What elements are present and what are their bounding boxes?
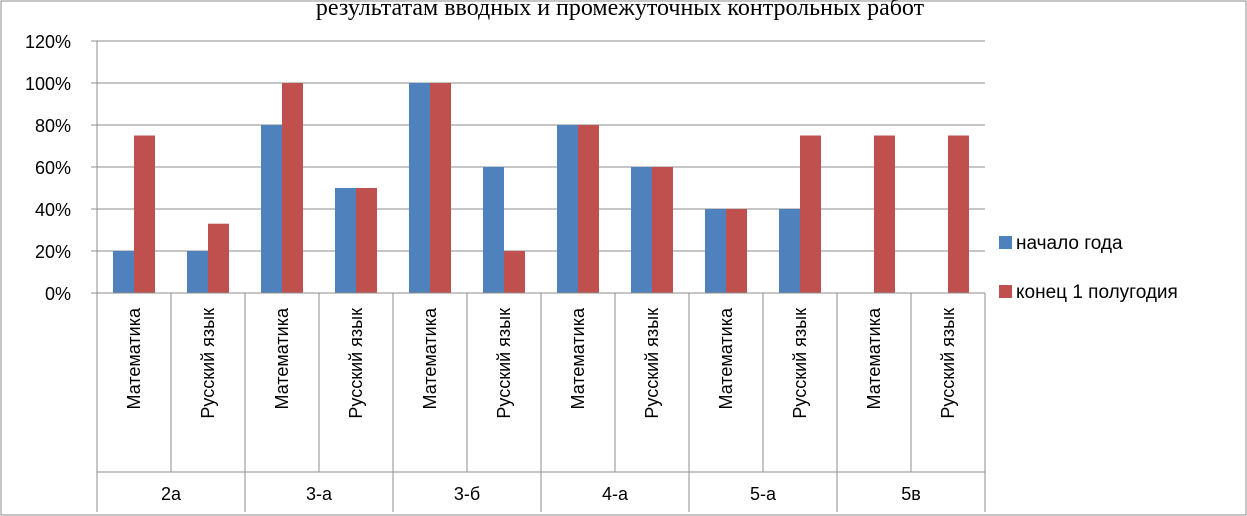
x-category-label: Русский язык [642,308,662,419]
bar-series-2 [726,209,747,293]
legend-swatch [999,285,1012,298]
x-category-label: Математика [864,307,884,409]
legend-label: начало года [1016,233,1123,254]
y-tick-label: 100% [25,74,71,94]
bar-series-1 [483,167,504,293]
x-category-label: Математика [568,307,588,409]
bar-series-2 [800,135,821,293]
grid-layer [97,40,985,294]
bar-series-1 [409,83,430,293]
x-group-label: 3-а [306,484,333,504]
x-group-label: 4-а [602,484,629,504]
x-category-label: Математика [420,307,440,409]
x-category-label: Русский язык [198,308,218,419]
legend-label: конец 1 полугодия [1016,282,1178,303]
bar-series-1 [113,251,134,293]
bar-series-1 [557,125,578,293]
bar-series-2 [282,83,303,293]
y-tick-label: 60% [35,158,71,178]
bar-series-1 [779,209,800,293]
bar-series-2 [430,83,451,293]
x-group-label: 2а [161,484,182,504]
axis-layer: 0% 20% 40% 60% 80% 100% 120% Математика Русский … [25,32,986,512]
bar-series-2 [208,223,229,293]
bar-series-2 [948,135,969,293]
x-category-label: Русский язык [494,308,514,419]
legend-swatch [999,236,1012,249]
x-category-label: Русский язык [790,308,810,419]
x-group-label: 3-б [454,484,480,504]
x-category-label: Русский язык [346,308,366,419]
x-group-label: 5в [901,484,921,504]
y-tick-label: 80% [35,116,71,136]
x-category-label: Математика [124,307,144,409]
x-category-label: Математика [272,307,292,409]
y-tick-label: 120% [25,32,71,52]
bar-series-2 [652,167,673,293]
bar-series-2 [578,125,599,293]
bar-series-1 [335,188,356,293]
bar-series-1 [705,209,726,293]
bar-series-2 [134,135,155,293]
bar-series-2 [356,188,377,293]
bar-series-2 [504,251,525,293]
y-tick-label: 20% [35,242,71,262]
y-tick-label: 0% [45,284,71,304]
x-category-label: Математика [716,307,736,409]
bar-series-1 [187,251,208,293]
y-tick-label: 40% [35,200,71,220]
x-category-label: Русский язык [938,308,958,419]
x-group-label: 5-а [750,484,777,504]
bar-series-2 [874,135,895,293]
bars-layer [113,83,969,293]
legend: начало года конец 1 полугодия [999,233,1178,303]
bar-series-1 [631,167,652,293]
chart-title: результатам вводных и промежуточных конт… [316,0,925,21]
bar-series-1 [261,125,282,293]
